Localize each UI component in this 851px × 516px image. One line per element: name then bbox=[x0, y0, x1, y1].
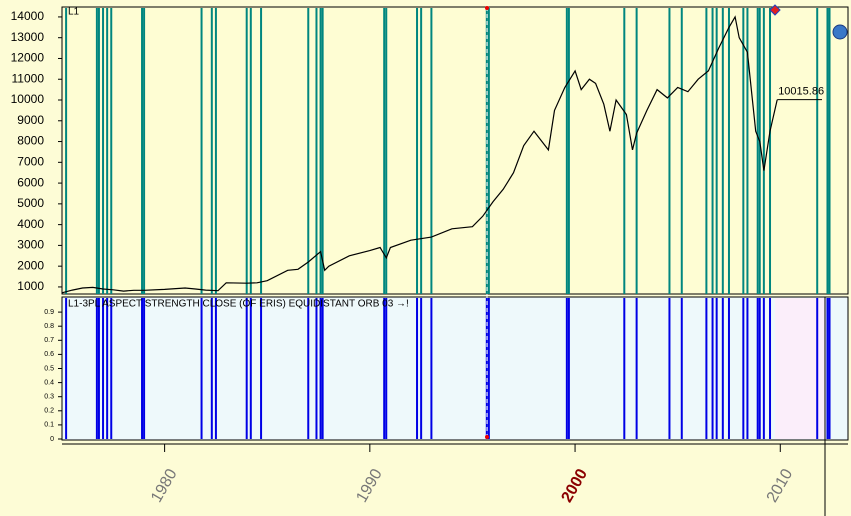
y-tick-label: 0.2 bbox=[44, 408, 54, 415]
y-tick-label: 10000 bbox=[11, 92, 45, 106]
price-line bbox=[61, 15, 778, 294]
y-tick-label: 14000 bbox=[11, 9, 45, 23]
y-tick-label: 1000 bbox=[17, 279, 44, 293]
cursor-marker bbox=[485, 6, 489, 10]
y-tick-label: 8000 bbox=[17, 134, 44, 148]
y-tick-label: 7000 bbox=[17, 154, 44, 168]
price-panel bbox=[61, 6, 849, 295]
y-tick-label: 4000 bbox=[17, 217, 44, 231]
y-tick-label: 0 bbox=[50, 436, 54, 443]
y-tick-label: 0.3 bbox=[44, 394, 54, 401]
y-tick-label: 0.5 bbox=[44, 365, 54, 372]
panel-label: L1-3PL ASPECT STRENGTH CLOSE (OF ERIS) E… bbox=[68, 299, 409, 310]
cursor-marker bbox=[485, 435, 489, 439]
y-tick-label: 9000 bbox=[17, 113, 44, 127]
y-tick-label: 0.6 bbox=[44, 351, 54, 358]
last-marker bbox=[769, 4, 781, 16]
y-tick-label: 0.8 bbox=[44, 323, 54, 330]
y-tick-label: 12000 bbox=[11, 51, 45, 65]
y-tick-label: 6000 bbox=[17, 175, 44, 189]
y-tick-label: 3000 bbox=[17, 238, 44, 252]
y-tick-label: 11000 bbox=[12, 71, 45, 85]
y-tick-label: 13000 bbox=[11, 30, 45, 44]
y-tick-label: 5000 bbox=[17, 196, 44, 210]
y-tick-label: 0.1 bbox=[44, 422, 54, 429]
y-tick-label: 2000 bbox=[17, 258, 44, 272]
globe-icon[interactable] bbox=[832, 24, 848, 40]
panel-label: L1 bbox=[68, 7, 80, 18]
y-tick-label: 0.9 bbox=[44, 309, 54, 316]
y-tick-label: 0.7 bbox=[44, 337, 54, 344]
last-value-label: 10015.86 bbox=[778, 86, 824, 98]
y-tick-label: 0.4 bbox=[44, 379, 54, 386]
indicator-panel bbox=[61, 296, 849, 441]
